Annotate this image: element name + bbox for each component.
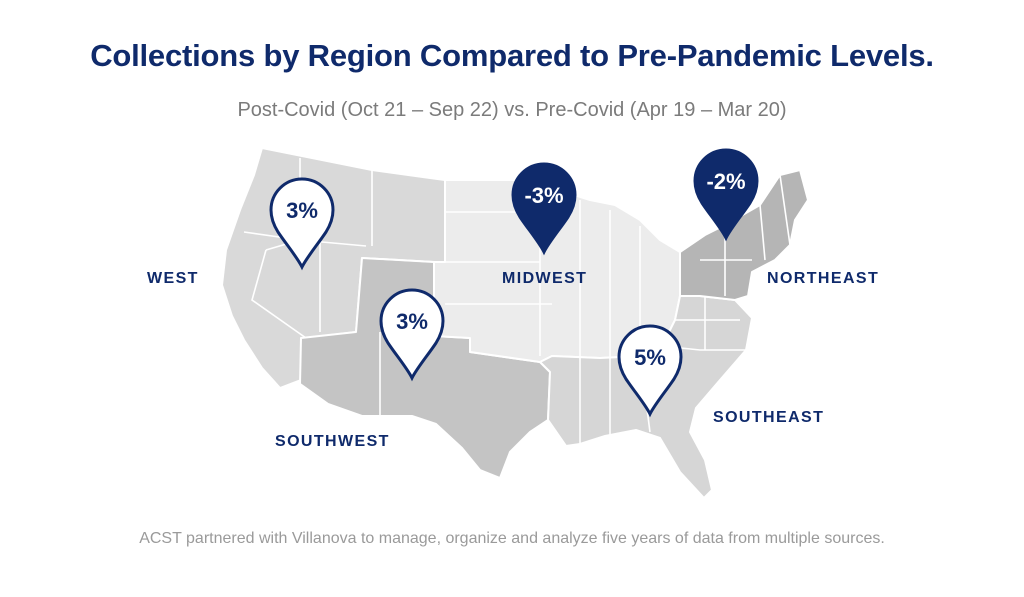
region-label-southwest: SOUTHWEST [275, 433, 390, 450]
map-pin-icon [693, 148, 759, 242]
pin-southwest: 3% [379, 288, 445, 382]
page-subtitle: Post-Covid (Oct 21 – Sep 22) vs. Pre-Cov… [237, 99, 787, 121]
page-title: Collections by Region Compared to Pre-Pa… [90, 38, 934, 73]
pin-southeast: 5% [617, 324, 683, 418]
region-value-northeast: -2% [706, 169, 745, 194]
map-pin-icon [617, 324, 683, 418]
region-label-west: WEST [147, 270, 199, 287]
pin-midwest: -3% [511, 162, 577, 256]
region-value-southwest: 3% [396, 309, 428, 334]
map-pin-icon [269, 177, 335, 271]
region-label-northeast: NORTHEAST [767, 270, 880, 287]
region-value-west: 3% [286, 198, 318, 223]
region-label-midwest: MIDWEST [502, 270, 588, 287]
map-pin-icon [379, 288, 445, 382]
map-pin-icon [511, 162, 577, 256]
region-value-southeast: 5% [634, 345, 666, 370]
region-label-southeast: SOUTHEAST [713, 409, 825, 426]
pin-northeast: -2% [693, 148, 759, 242]
pin-west: 3% [269, 177, 335, 271]
footer-note: ACST partnered with Villanova to manage,… [139, 530, 885, 547]
region-value-midwest: -3% [524, 183, 563, 208]
